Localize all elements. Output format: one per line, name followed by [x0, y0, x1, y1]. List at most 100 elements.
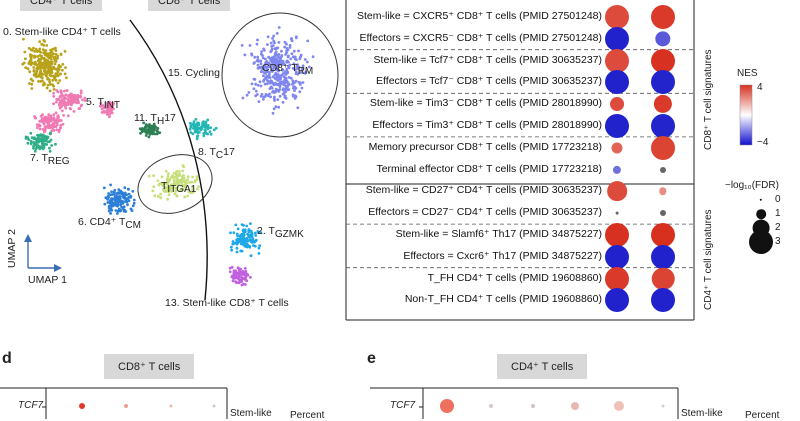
umap-point [243, 53, 247, 57]
umap-point [243, 228, 247, 232]
umap-point [117, 196, 121, 199]
umap-point [290, 37, 293, 40]
panel-d-letter: d [2, 350, 12, 367]
umap-point [64, 66, 67, 69]
umap-point [159, 192, 163, 196]
umap-point [266, 35, 270, 39]
umap-point [57, 66, 60, 69]
umap-point [50, 63, 53, 66]
gsea-dot-col2 [660, 166, 666, 173]
umap-point [112, 191, 116, 195]
panel-d-plot [0, 387, 228, 419]
umap-point [279, 61, 283, 65]
umap-point [189, 191, 193, 195]
umap-point [293, 57, 297, 61]
umap-point [274, 90, 278, 94]
umap-point [175, 177, 179, 180]
umap-point [43, 51, 47, 54]
umap-point [108, 113, 111, 116]
umap-point [122, 205, 126, 209]
umap-point [293, 55, 297, 59]
umap-point [272, 34, 276, 38]
gsea-dot-col1 [615, 211, 619, 215]
umap-point [234, 223, 238, 227]
umap-point [253, 240, 256, 244]
gsea-dot-col2 [651, 70, 675, 95]
umap-point [290, 39, 294, 43]
umap-point [206, 124, 210, 127]
umap-point [43, 129, 46, 133]
umap-point [277, 105, 281, 109]
umap-point [285, 85, 289, 89]
umap-point [47, 118, 51, 122]
umap-point [73, 93, 76, 97]
umap-point [124, 200, 127, 203]
gsea-row-label: Stem-like = CXCR5⁺ CD8⁺ T cells (PMID 27… [357, 10, 602, 22]
umap-point [290, 52, 294, 56]
umap-point [183, 195, 187, 199]
umap-point [100, 111, 104, 114]
umap-point [196, 121, 199, 125]
umap-point [35, 126, 39, 130]
umap-point [181, 169, 185, 173]
umap-point [299, 71, 302, 74]
umap-point [152, 174, 156, 178]
umap-point [83, 99, 87, 102]
umap-point [24, 57, 27, 61]
umap-point [42, 43, 46, 47]
umap-point [48, 74, 52, 77]
umap-point [230, 248, 234, 252]
umap-point [37, 139, 41, 143]
umap-point [275, 75, 279, 78]
umap-point [193, 180, 197, 184]
fdr-legend-value: 0 [775, 194, 781, 205]
umap-point [57, 103, 61, 106]
umap-point [54, 52, 58, 56]
umap-point [288, 44, 292, 47]
umap-point [46, 52, 50, 56]
umap-point [38, 40, 41, 43]
umap-plot [21, 12, 339, 301]
umap-point [166, 197, 170, 201]
umap-point [251, 237, 255, 241]
gsea-dot-col1 [605, 26, 629, 51]
umap-point [45, 137, 49, 141]
umap-point [236, 227, 240, 231]
umap-point [289, 76, 293, 80]
umap-point [231, 279, 235, 283]
umap-point [37, 80, 40, 83]
umap-point [263, 82, 267, 86]
umap-point [167, 190, 171, 194]
umap-point [252, 77, 256, 81]
umap-point [108, 101, 111, 105]
umap-point [32, 69, 36, 73]
umap-point [240, 241, 244, 245]
gsea-row-label: Stem-like = CD27⁺ CD4⁺ T cells (PMID 306… [365, 184, 602, 197]
umap-point [260, 65, 264, 69]
umap-point [59, 89, 63, 93]
umap-point [277, 68, 280, 72]
umap-point [36, 145, 40, 149]
umap-point [51, 126, 55, 130]
umap-point [191, 123, 195, 126]
umap-point [29, 142, 33, 146]
umap-point [148, 124, 152, 128]
umap-point [272, 75, 275, 79]
gsea-dot-col2 [660, 210, 666, 217]
umap-point [83, 96, 87, 100]
umap-cluster-label: 2. TGZMK [257, 225, 304, 241]
umap-point [234, 280, 238, 284]
umap-point [43, 134, 46, 138]
umap-point [177, 183, 181, 186]
umap-cluster-label: 6. CD4⁺ TCM [78, 216, 141, 232]
umap-point [235, 246, 239, 250]
umap-point [249, 254, 253, 258]
umap-point [173, 192, 177, 196]
umap-point [291, 82, 294, 86]
umap-point [109, 183, 112, 187]
umap-point [55, 98, 59, 101]
umap-point [79, 89, 83, 93]
umap-point [196, 187, 199, 191]
umap-point [49, 60, 52, 64]
umap-point [269, 41, 273, 45]
